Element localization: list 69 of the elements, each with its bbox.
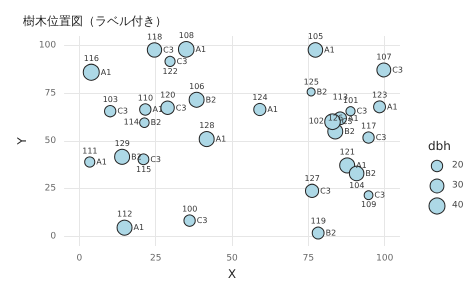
annotation: 105 <box>308 32 324 42</box>
annotation: 110 <box>138 93 154 102</box>
annotation: 106 <box>189 82 204 91</box>
annotation: 120 <box>160 90 176 100</box>
annotation: 127 <box>304 174 320 183</box>
text: A1 <box>100 68 112 77</box>
annotation: 125 <box>304 77 319 86</box>
annotation: 128 <box>199 121 214 130</box>
annotation: 114 <box>124 118 139 127</box>
legend-label: 40 <box>452 200 464 210</box>
y-tick-label: 0 <box>50 231 56 242</box>
text: A1 <box>216 134 226 144</box>
series-label: A1 <box>196 44 206 54</box>
text: A1 <box>267 105 278 114</box>
annotation: 100 <box>182 204 198 214</box>
x-tick-label: 100 <box>376 254 394 264</box>
text: C3 <box>356 106 368 116</box>
legend-label: 30 <box>452 180 464 190</box>
text: C3 <box>150 154 162 164</box>
annotation: 129 <box>114 138 130 148</box>
text: C3 <box>196 216 208 226</box>
text: C3 <box>176 56 188 66</box>
series-label: B2 <box>150 118 162 128</box>
annotation: 119 <box>310 216 326 226</box>
text: C3 <box>117 106 128 116</box>
text: A1 <box>134 223 144 232</box>
legend-title: dbh <box>428 139 451 153</box>
text: B2 <box>365 168 376 178</box>
x-axis-title: X <box>228 267 236 281</box>
text: C3 <box>392 65 403 74</box>
text: C3 <box>320 186 331 196</box>
annotation: 118 <box>146 32 162 42</box>
annotation: 103 <box>102 95 118 104</box>
annotation: 112 <box>117 210 132 219</box>
text: A1 <box>386 102 398 112</box>
text: B2 <box>326 228 336 238</box>
series-label: C3 <box>376 133 386 142</box>
y-tick-label: 50 <box>44 136 56 146</box>
text: A1 <box>324 45 335 54</box>
annotation: 108 <box>178 31 194 40</box>
text: C3 <box>163 45 174 54</box>
text: A1 <box>96 158 107 166</box>
annotation: 116 <box>84 54 100 63</box>
legend-label: 20 <box>452 160 464 170</box>
y-tick-label: 100 <box>38 40 56 51</box>
annotation: 117 <box>361 121 376 130</box>
text: B2 <box>316 87 328 96</box>
annotation: 102 <box>308 116 324 126</box>
annotation: 124 <box>252 92 268 102</box>
text: B2 <box>344 126 355 136</box>
text: C3 <box>176 103 186 112</box>
annotation: 122 <box>162 66 178 76</box>
annotation: 121 <box>340 147 355 156</box>
x-tick-label: 25 <box>150 254 162 264</box>
annotation: 104 <box>349 181 364 190</box>
text: C3 <box>374 190 386 200</box>
annotation: 107 <box>376 52 392 62</box>
y-axis-title: Y <box>15 136 29 146</box>
chart-title: 樹木位置図（ラベル付き） <box>23 14 167 28</box>
x-tick-label: 0 <box>76 254 82 264</box>
y-tick-label: 75 <box>44 88 56 98</box>
x-tick-label: 75 <box>302 254 314 264</box>
text: B2 <box>206 95 216 104</box>
annotation: 111 <box>82 146 98 156</box>
annotation: 123 <box>372 90 388 100</box>
annotation: 115 <box>136 165 152 174</box>
y-tick-label: 25 <box>44 184 56 194</box>
x-tick-label: 50 <box>226 254 238 264</box>
annotation: 109 <box>361 200 376 210</box>
